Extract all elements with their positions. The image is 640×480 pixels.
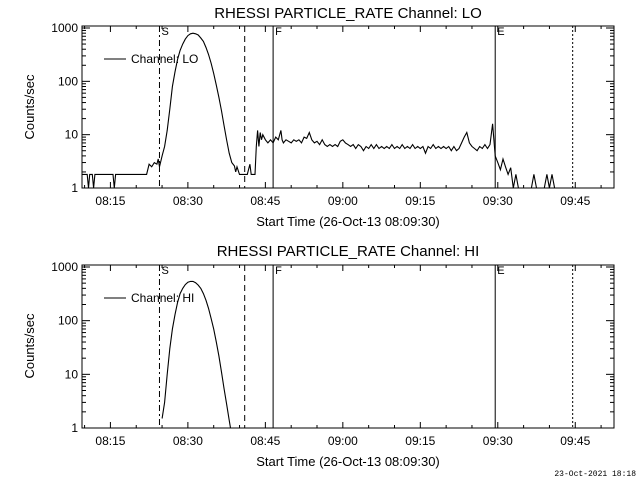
time-marker-label: S [161, 26, 168, 38]
x-tick-label: 08:15 [95, 434, 125, 448]
chart-title: RHESSI PARTICLE_RATE Channel: HI [217, 243, 480, 260]
axes: 08:15 08:30 08:45 09:00 09:15 09:30 09:45 1 10 10… [51, 21, 614, 208]
plot-frame [81, 25, 615, 189]
y-tick-label: 10 [65, 367, 79, 381]
x-tick-label: 09:15 [405, 434, 435, 448]
x-tick-label: 09:45 [560, 434, 590, 448]
x-tick-label: 08:30 [173, 194, 203, 208]
legend: Channel: LO [104, 52, 198, 66]
y-axis-label: Counts/sec [22, 313, 37, 379]
x-tick-label: 08:45 [250, 434, 280, 448]
legend-label: Channel: LO [131, 52, 198, 66]
time-marker-label: F [275, 26, 282, 38]
y-tick-label: 1 [71, 421, 78, 435]
x-tick-label: 08:45 [250, 194, 280, 208]
series-line [82, 32, 556, 189]
time-marker-label: F [275, 265, 282, 277]
x-tick-label: 09:00 [328, 434, 358, 448]
series-group [82, 32, 556, 189]
x-tick-label: 09:15 [405, 194, 435, 208]
y-tick-label: 100 [58, 314, 78, 328]
y-tick-label: 1000 [51, 21, 78, 35]
x-tick-label: 09:30 [483, 194, 513, 208]
x-tick-label: 09:45 [560, 194, 590, 208]
axes: 08:15 08:30 08:45 09:00 09:15 09:30 09:45 1 10 10… [51, 260, 614, 448]
y-tick-label: 100 [58, 74, 78, 88]
y-tick-label: 1000 [51, 260, 78, 274]
time-marker-label: E [497, 26, 504, 38]
chart-panel-hi: RHESSI PARTICLE_RATE Channel: HI Start T… [22, 243, 615, 469]
y-tick-label: 10 [65, 128, 79, 142]
x-tick-label: 09:30 [483, 434, 513, 448]
legend-label: Channel: HI [131, 291, 194, 305]
series-line [161, 280, 232, 429]
plot-frame [81, 264, 615, 429]
chart-panel-lo: RHESSI PARTICLE_RATE Channel: LO Start T… [22, 5, 615, 229]
chart-title: RHESSI PARTICLE_RATE Channel: LO [214, 5, 482, 22]
x-tick-label: 09:00 [328, 194, 358, 208]
time-marker-label: E [497, 265, 504, 277]
series-group [161, 280, 232, 429]
y-tick-label: 1 [71, 181, 78, 195]
x-tick-label: 08:15 [95, 194, 125, 208]
x-tick-label: 08:30 [173, 434, 203, 448]
time-marker-label: S [161, 265, 168, 277]
x-axis-label: Start Time (26-Oct-13 08:09:30) [256, 214, 440, 229]
footer-timestamp: 23-Oct-2021 18:18 [554, 470, 636, 479]
y-axis-label: Counts/sec [22, 74, 37, 140]
x-axis-label: Start Time (26-Oct-13 08:09:30) [256, 454, 440, 469]
legend: Channel: HI [104, 291, 194, 305]
